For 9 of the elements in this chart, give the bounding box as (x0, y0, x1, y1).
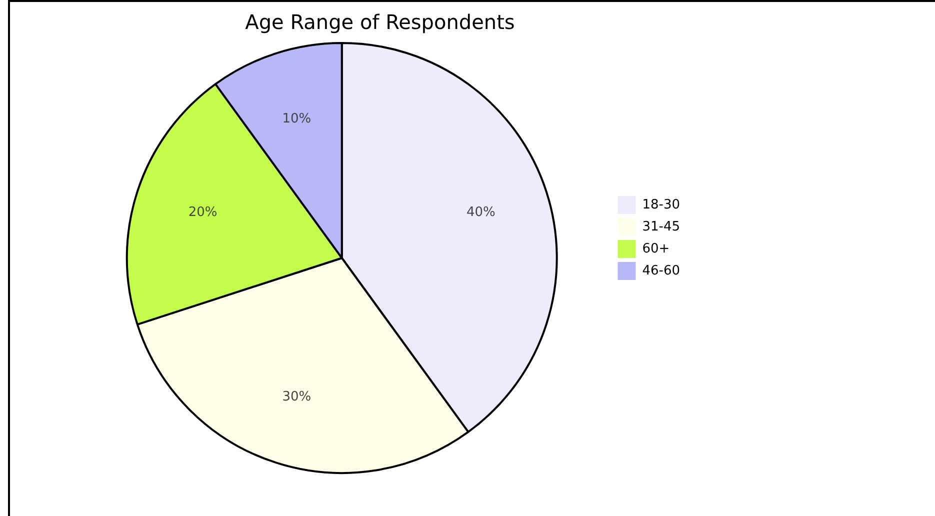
legend-label: 31-45 (642, 219, 680, 234)
data-label: 10% (282, 111, 312, 126)
data-label: 30% (282, 389, 312, 404)
legend-label: 46-60 (642, 263, 680, 278)
legend-label: 18-30 (642, 197, 680, 212)
data-label: 40% (466, 205, 496, 220)
legend-label: 60+ (642, 241, 670, 256)
data-label: 20% (188, 205, 218, 220)
chart-title: Age Range of Respondents (245, 10, 515, 34)
